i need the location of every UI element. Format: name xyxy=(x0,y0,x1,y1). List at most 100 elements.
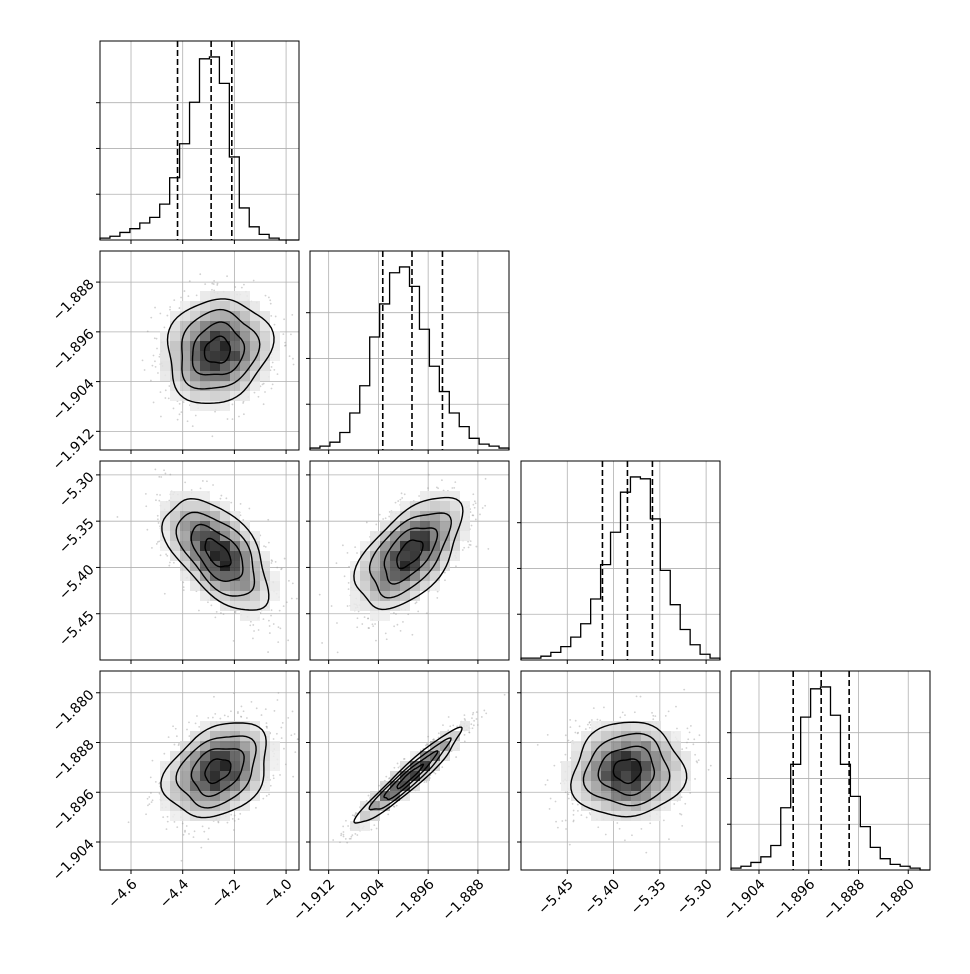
density-pixel xyxy=(190,731,200,741)
density-pixel xyxy=(230,511,240,521)
density-pixel xyxy=(400,571,410,581)
sample-point xyxy=(287,639,290,642)
density-pixel xyxy=(170,311,180,321)
sample-point xyxy=(206,480,208,483)
sample-point xyxy=(407,613,410,616)
sample-point xyxy=(680,813,683,816)
sample-point xyxy=(402,621,404,623)
sample-point xyxy=(639,695,642,698)
sample-point xyxy=(151,759,154,762)
sample-point xyxy=(148,796,151,798)
density-pixel xyxy=(420,581,430,591)
sample-point xyxy=(403,493,406,496)
scatter-panel-2-1 xyxy=(306,458,510,664)
sample-point xyxy=(471,514,474,517)
sample-point xyxy=(182,581,185,584)
density-pixel xyxy=(190,741,200,751)
density-pixel xyxy=(270,761,280,771)
density-pixel xyxy=(681,761,691,771)
density-pixel xyxy=(190,781,200,791)
density-pixel xyxy=(380,521,390,531)
density-pixel xyxy=(621,811,631,821)
density-pixel xyxy=(430,581,440,591)
sample-point xyxy=(271,383,274,386)
sample-point xyxy=(564,791,567,794)
density-pixel xyxy=(390,561,400,571)
density-pixel xyxy=(370,601,380,611)
sample-point xyxy=(342,831,345,833)
sample-point xyxy=(274,561,277,563)
sample-point xyxy=(676,727,678,730)
density-pixel xyxy=(651,781,661,791)
density-pixel xyxy=(240,761,250,771)
sample-point xyxy=(574,731,577,734)
sample-point xyxy=(707,741,710,744)
sample-point xyxy=(567,793,570,796)
density-pixel xyxy=(220,301,230,311)
sample-point xyxy=(213,279,216,282)
contour-line xyxy=(582,732,671,807)
density-pixel xyxy=(240,781,250,791)
sample-point xyxy=(225,497,228,500)
density-pixel xyxy=(621,781,631,791)
density-pixel xyxy=(220,581,230,591)
sample-point xyxy=(290,734,293,737)
density-pixel xyxy=(190,491,200,501)
sample-point xyxy=(163,469,165,472)
sample-point xyxy=(242,518,245,521)
sample-point xyxy=(239,503,242,505)
sample-point xyxy=(211,435,214,438)
density-pixel xyxy=(170,361,180,371)
sample-point xyxy=(233,819,236,822)
density-pixel xyxy=(160,331,170,341)
density-pixel xyxy=(220,761,230,771)
contour-line xyxy=(570,721,688,818)
density-pixel xyxy=(390,521,400,531)
density-pixel xyxy=(170,371,180,381)
sample-point xyxy=(394,501,397,504)
sample-point xyxy=(184,829,186,832)
density-pixel xyxy=(240,791,250,801)
sample-point xyxy=(199,487,202,490)
sample-point xyxy=(271,361,274,364)
sample-point xyxy=(264,545,267,548)
density-pixel xyxy=(410,531,420,541)
density-pixel xyxy=(240,361,250,371)
density-pixel xyxy=(260,351,270,361)
sample-point xyxy=(262,797,265,800)
sample-point xyxy=(154,780,157,783)
density-pixel xyxy=(200,311,210,321)
sample-point xyxy=(397,500,400,502)
sample-point xyxy=(226,275,228,278)
sample-point xyxy=(419,749,422,752)
density-pixel xyxy=(200,501,210,511)
sample-point xyxy=(371,623,374,626)
sample-point xyxy=(176,826,179,829)
density-pixels xyxy=(350,721,470,831)
density-pixel xyxy=(230,751,240,761)
sample-point xyxy=(342,833,345,836)
sample-point xyxy=(442,724,444,726)
sample-point xyxy=(430,458,432,460)
density-pixel xyxy=(591,801,601,811)
density-pixel xyxy=(200,721,210,731)
density-pixel xyxy=(561,781,571,791)
panel-content xyxy=(100,671,316,870)
sample-point xyxy=(556,826,559,829)
density-pixel xyxy=(380,571,390,581)
density-pixel xyxy=(240,391,250,401)
sample-point xyxy=(230,813,233,816)
density-pixel xyxy=(370,561,380,571)
sample-point xyxy=(146,797,149,800)
sample-point xyxy=(216,284,219,286)
sample-point xyxy=(163,326,166,329)
sample-point xyxy=(314,726,316,728)
density-pixel xyxy=(370,541,380,551)
sample-point xyxy=(694,778,696,780)
density-pixel xyxy=(450,501,460,511)
sample-point xyxy=(348,565,350,568)
density-pixel xyxy=(180,801,190,811)
x-tick-label: −5.45 xyxy=(535,876,577,918)
density-pixel xyxy=(410,751,420,761)
sample-point xyxy=(192,836,195,839)
